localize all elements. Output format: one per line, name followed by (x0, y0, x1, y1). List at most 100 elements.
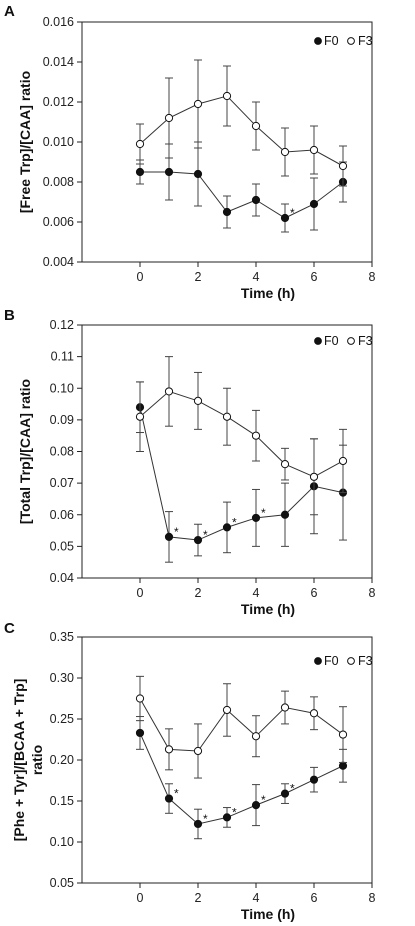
data-point-f0 (251, 195, 261, 205)
legend-marker-f3 (347, 657, 355, 665)
legend-label-f3: F3 (358, 34, 373, 48)
significance-marker: * (203, 528, 208, 542)
x-axis-title: Time (h) (241, 601, 295, 617)
y-tick-label: 0.08 (50, 445, 74, 459)
data-point-f3 (222, 412, 232, 421)
significance-marker: * (232, 515, 237, 529)
y-tick-label: 0.04 (50, 571, 74, 585)
y-tick-label: 0.35 (50, 630, 74, 644)
chart-panel-b: B 0.04 0.05 0.06 0.07 0.08 0.09 0.10 0.11 0.12 0 2 4… (4, 307, 376, 617)
significance-marker: * (174, 787, 179, 801)
x-tick-label: 2 (195, 586, 202, 600)
y-tick-label: 0.09 (50, 413, 74, 427)
panel-label: C (4, 620, 15, 637)
x-tick-label: 4 (253, 891, 260, 905)
significance-marker: * (290, 206, 295, 220)
legend-label-f0: F0 (324, 334, 339, 348)
x-tick-label: 2 (195, 891, 202, 905)
chart-panel-c: C 0.05 0.10 0.15 0.20 0.25 0.30 0.35 0 2 4 6 8 Time (… (4, 620, 376, 922)
chart-panel-a: A 0.004 0.006 0.008 0.010 0.012 0.014 0.016 0 2 4 6… (4, 3, 376, 301)
significance-marker: * (203, 812, 208, 826)
x-tick-label: 8 (369, 891, 376, 905)
y-tick-label: 0.15 (50, 794, 74, 808)
y-tick-label: 0.010 (43, 135, 74, 149)
y-axis-title-line2: ratio (29, 745, 45, 775)
data-point-f0 (135, 167, 145, 177)
data-point-f3 (193, 746, 203, 756)
y-tick-label: 0.11 (51, 350, 74, 364)
data-point-f3 (309, 145, 319, 155)
y-tick-label: 0.008 (43, 175, 74, 189)
data-point-f0 (193, 819, 203, 829)
y-tick-label: 0.07 (50, 476, 74, 490)
data-point-f3 (164, 387, 174, 396)
x-tick-label: 6 (311, 586, 318, 600)
significance-marker: * (174, 525, 179, 539)
data-point-f3 (280, 147, 290, 157)
x-tick-label: 0 (137, 586, 144, 600)
legend-marker-f3 (347, 337, 355, 345)
significance-marker: * (261, 506, 266, 520)
series-line-f0 (140, 171, 344, 219)
data-point-f0 (164, 794, 174, 803)
data-point-f0 (164, 532, 174, 541)
series-line-f3 (139, 95, 344, 167)
data-point-f3 (338, 161, 348, 171)
panel-label: A (4, 3, 15, 20)
y-axis-title: [Free Trp]/[CAA] ratio (17, 71, 33, 213)
y-tick-label: 0.25 (50, 712, 74, 726)
y-tick-label: 0.004 (43, 255, 74, 269)
data-point-f0 (135, 728, 145, 738)
x-tick-label: 6 (311, 891, 318, 905)
y-tick-label: 0.05 (50, 539, 74, 553)
legend-label-f0: F0 (324, 34, 339, 48)
y-tick-label: 0.10 (50, 381, 74, 395)
data-point-f3 (193, 99, 203, 109)
y-tick-label: 0.006 (43, 215, 74, 229)
x-tick-label: 0 (137, 891, 144, 905)
data-point-f0 (164, 167, 174, 177)
data-point-f3 (280, 703, 290, 712)
data-point-f3 (309, 709, 319, 718)
data-point-f0 (280, 789, 290, 798)
data-point-f0 (338, 761, 348, 770)
data-point-f3 (251, 431, 261, 440)
panel-label: B (4, 307, 15, 324)
significance-marker: * (261, 793, 266, 807)
series-line-f3 (139, 698, 344, 752)
data-point-f0 (309, 199, 319, 209)
data-point-f3 (222, 91, 232, 101)
data-point-f0 (251, 801, 261, 810)
data-point-f3 (135, 412, 145, 421)
data-point-f3 (164, 113, 174, 123)
y-axis-title: [Total Trp]/[CAA] ratio (17, 379, 33, 524)
data-point-f3 (338, 456, 348, 466)
y-tick-label: 0.30 (50, 671, 74, 685)
significance-marker: * (290, 782, 295, 796)
data-point-f3 (222, 705, 232, 715)
data-point-f3 (251, 121, 261, 131)
data-point-f0 (280, 510, 290, 519)
data-point-f3 (193, 396, 203, 405)
data-point-f0 (309, 775, 319, 784)
data-point-f3 (135, 694, 145, 703)
y-tick-label: 0.10 (50, 835, 74, 849)
x-axis-title: Time (h) (241, 285, 295, 301)
x-tick-label: 8 (369, 270, 376, 284)
x-tick-label: 4 (253, 270, 260, 284)
data-point-f0 (193, 535, 203, 545)
legend-marker-f0 (314, 37, 322, 45)
data-point-f0 (222, 813, 232, 822)
data-point-f3 (251, 732, 261, 741)
legend-label-f3: F3 (358, 334, 373, 348)
y-tick-label: 0.05 (50, 876, 74, 890)
significance-marker: * (232, 805, 237, 819)
data-point-f0 (193, 169, 203, 179)
y-tick-label: 0.12 (50, 318, 74, 332)
data-point-f0 (280, 213, 290, 223)
x-tick-label: 6 (311, 270, 318, 284)
series-line-f0 (139, 407, 344, 541)
y-tick-label: 0.014 (43, 55, 74, 69)
data-point-f3 (338, 730, 348, 739)
